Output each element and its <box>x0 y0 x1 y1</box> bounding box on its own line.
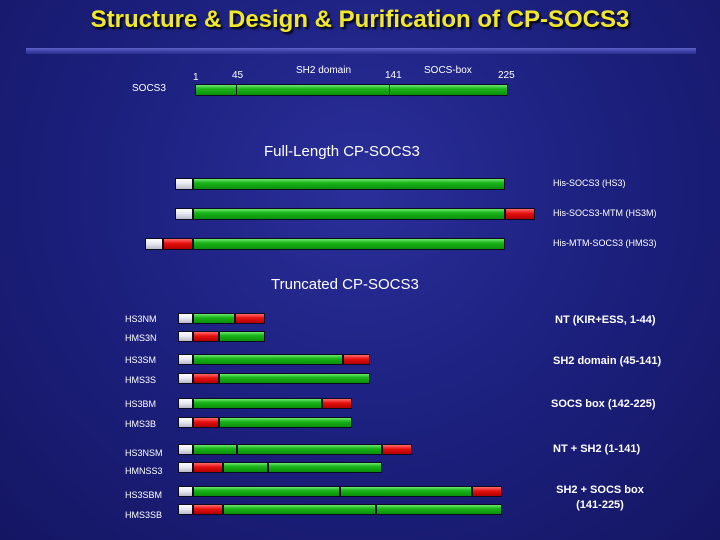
nt-segment <box>193 444 237 455</box>
position-label: 45 <box>232 70 244 81</box>
construct-label: HS3BM <box>125 399 157 409</box>
mtm-segment <box>193 331 219 342</box>
truncated-heading: Truncated CP-SOCS3 <box>271 276 419 293</box>
mtm-segment <box>163 238 193 250</box>
construct-description: SH2 domain (45-141) <box>553 355 662 367</box>
socs3-label: SOCS3 <box>132 83 166 94</box>
sh2-segment <box>223 504 376 515</box>
his-tag <box>175 178 193 190</box>
nt-segment <box>223 462 268 473</box>
construct-label: HMS3N <box>125 333 157 343</box>
construct-label: His-SOCS3 (HS3) <box>553 178 626 188</box>
construct-label: HMS3SB <box>125 510 163 520</box>
his-tag <box>178 486 193 497</box>
construct-label: HMS3S <box>125 375 157 385</box>
his-tag <box>178 373 193 384</box>
mtm-segment <box>382 444 412 455</box>
construct-label: HS3SM <box>125 355 157 365</box>
socs3-protein-bar <box>195 84 508 96</box>
position-label: 1 <box>193 72 199 83</box>
mtm-segment <box>322 398 352 409</box>
mtm-segment <box>193 373 219 384</box>
his-tag <box>178 331 193 342</box>
domain-boundary <box>389 84 390 96</box>
domain-boundary <box>236 84 237 96</box>
sh2-segment <box>193 354 343 365</box>
his-tag <box>178 354 193 365</box>
construct-label: HS3NM <box>125 314 157 324</box>
socs3-segment <box>193 208 505 220</box>
mtm-segment <box>193 462 223 473</box>
region-label: SOCS-box <box>424 65 472 76</box>
construct-label: HMS3B <box>125 419 157 429</box>
his-tag <box>178 417 193 428</box>
his-tag <box>178 398 193 409</box>
socs3-segment <box>193 178 505 190</box>
mtm-segment <box>343 354 370 365</box>
mtm-segment <box>472 486 502 497</box>
his-tag <box>178 504 193 515</box>
sh2-segment <box>193 486 340 497</box>
nt-segment <box>193 313 235 324</box>
his-tag <box>175 208 193 220</box>
construct-description: SH2 + SOCS box <box>556 484 644 496</box>
construct-description: NT (KIR+ESS, 1-44) <box>555 314 656 326</box>
title-underline <box>26 48 696 54</box>
position-label: 225 <box>498 70 515 81</box>
position-label: 141 <box>385 70 402 81</box>
full-length-heading: Full-Length CP-SOCS3 <box>264 143 420 160</box>
mtm-segment <box>193 504 223 515</box>
his-tag <box>178 462 193 473</box>
construct-label: HMNSS3 <box>125 466 163 476</box>
socs-box-segment <box>376 504 502 515</box>
page-title: Structure & Design & Purification of CP-… <box>90 6 630 33</box>
his-tag <box>178 313 193 324</box>
construct-description: NT + SH2 (1-141) <box>553 443 641 455</box>
construct-description: SOCS box (142-225) <box>551 398 656 410</box>
his-tag <box>145 238 163 250</box>
nt-segment <box>219 331 265 342</box>
region-label: SH2 domain <box>296 65 352 76</box>
socs-box-segment <box>340 486 472 497</box>
socs-box-segment <box>193 398 322 409</box>
sh2-segment <box>268 462 382 473</box>
socs-box-segment <box>219 417 352 428</box>
socs3-segment <box>193 238 505 250</box>
sh2-segment <box>219 373 370 384</box>
his-tag <box>178 444 193 455</box>
construct-label: His-MTM-SOCS3 (HMS3) <box>553 238 657 248</box>
mtm-segment <box>235 313 265 324</box>
construct-label: HS3NSM <box>125 448 163 458</box>
construct-description: (141-225) <box>576 499 624 511</box>
construct-label: HS3SBM <box>125 490 163 500</box>
mtm-segment <box>505 208 535 220</box>
construct-label: His-SOCS3-MTM (HS3M) <box>553 208 657 218</box>
mtm-segment <box>193 417 219 428</box>
sh2-segment <box>237 444 382 455</box>
